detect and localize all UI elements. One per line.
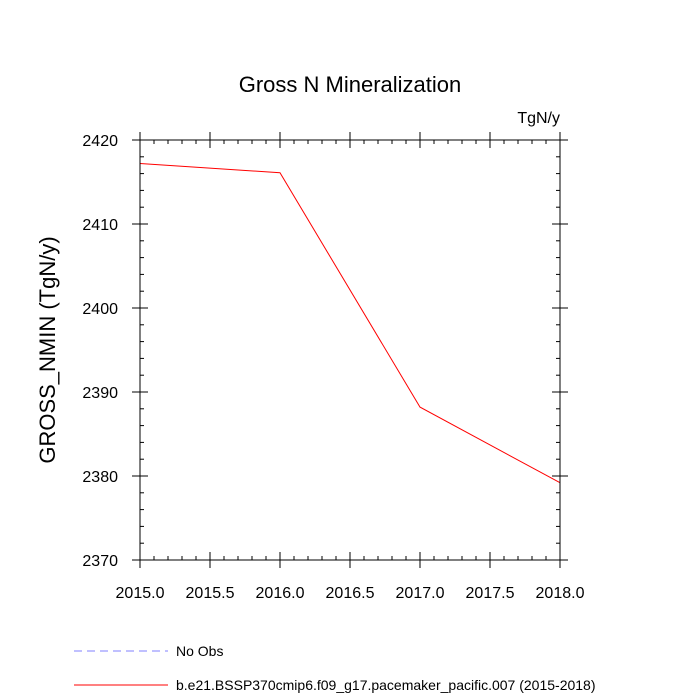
x-tick-label: 2016.0 bbox=[256, 585, 305, 602]
plot-frame bbox=[139, 139, 561, 561]
y-axis-tick-labels: 2370 2380 2390 2400 2410 2420 bbox=[82, 133, 118, 570]
x-tick-label: 2016.5 bbox=[326, 585, 375, 602]
y-tick-label: 2370 bbox=[82, 553, 118, 570]
x-tick-label: 2017.5 bbox=[466, 585, 515, 602]
x-tick-label: 2017.0 bbox=[396, 585, 445, 602]
x-axis-ticks bbox=[139, 132, 561, 568]
y-tick-label: 2380 bbox=[82, 469, 118, 486]
y-axis-label: GROSS_NMIN (TgN/y) bbox=[35, 236, 60, 463]
y-tick-label: 2390 bbox=[82, 385, 118, 402]
series-line-1 bbox=[139, 163, 561, 484]
series-lines bbox=[139, 163, 561, 484]
chart-title: Gross N Mineralization bbox=[239, 72, 462, 97]
y-tick-label: 2400 bbox=[82, 301, 118, 318]
x-tick-label: 2015.5 bbox=[186, 585, 235, 602]
legend-label-0: No Obs bbox=[176, 643, 223, 659]
legend: No Obs b.e21.BSSP370cmip6.f09_g17.pacemak… bbox=[74, 643, 596, 693]
units-label: TgN/y bbox=[517, 110, 560, 127]
y-tick-label: 2410 bbox=[82, 217, 118, 234]
y-tick-label: 2420 bbox=[82, 133, 118, 150]
x-tick-label: 2018.0 bbox=[536, 585, 585, 602]
legend-label-1: b.e21.BSSP370cmip6.f09_g17.pacemaker_pac… bbox=[176, 677, 596, 693]
y-axis-ticks bbox=[132, 139, 568, 561]
x-tick-label: 2015.0 bbox=[116, 585, 165, 602]
x-axis-tick-labels: 2015.0 2015.5 2016.0 2016.5 2017.0 2017.5 2018… bbox=[116, 585, 585, 602]
